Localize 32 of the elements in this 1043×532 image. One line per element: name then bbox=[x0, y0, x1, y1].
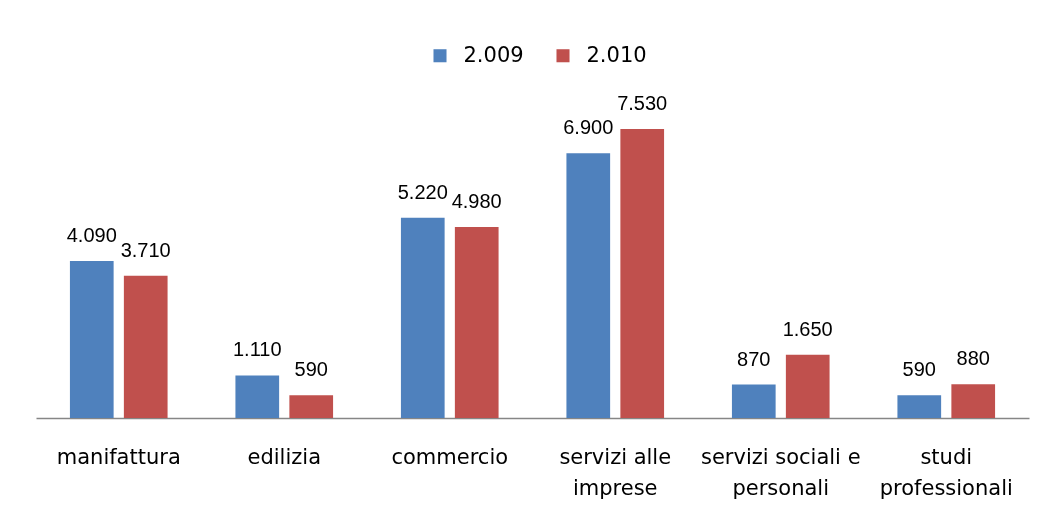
bar bbox=[620, 129, 665, 418]
bar bbox=[400, 217, 445, 418]
bar bbox=[951, 384, 996, 418]
data-label: 870 bbox=[737, 347, 771, 370]
x-tick-label: commercio bbox=[391, 444, 509, 469]
bar bbox=[289, 395, 334, 418]
data-label: 7.530 bbox=[617, 92, 668, 115]
data-label: 6.900 bbox=[563, 116, 614, 139]
x-tick-label: servizi sociali e personali bbox=[700, 444, 861, 500]
x-tick-label: servizi alle imprese bbox=[559, 444, 672, 500]
data-label: 4.090 bbox=[66, 224, 117, 247]
bar bbox=[897, 395, 942, 418]
legend-label: 2.010 bbox=[586, 42, 647, 67]
bar bbox=[69, 261, 114, 418]
bar bbox=[731, 384, 776, 418]
data-label: 590 bbox=[902, 358, 936, 381]
bar bbox=[785, 354, 830, 418]
data-label: 590 bbox=[294, 358, 328, 381]
bar bbox=[235, 375, 280, 418]
legend-label: 2.009 bbox=[463, 42, 524, 67]
data-label: 880 bbox=[956, 347, 990, 370]
data-label: 5.220 bbox=[397, 180, 448, 203]
bar bbox=[566, 153, 611, 418]
data-label: 1.110 bbox=[232, 338, 282, 361]
data-label: 1.650 bbox=[782, 317, 833, 340]
x-tick-label: manifattura bbox=[56, 444, 181, 469]
x-tick-label: edilizia bbox=[247, 444, 321, 469]
bar bbox=[454, 226, 499, 418]
bar bbox=[123, 275, 168, 418]
x-tick-label: studi professionali bbox=[879, 444, 1013, 500]
data-label: 3.710 bbox=[120, 238, 171, 261]
data-label: 4.980 bbox=[451, 189, 502, 212]
